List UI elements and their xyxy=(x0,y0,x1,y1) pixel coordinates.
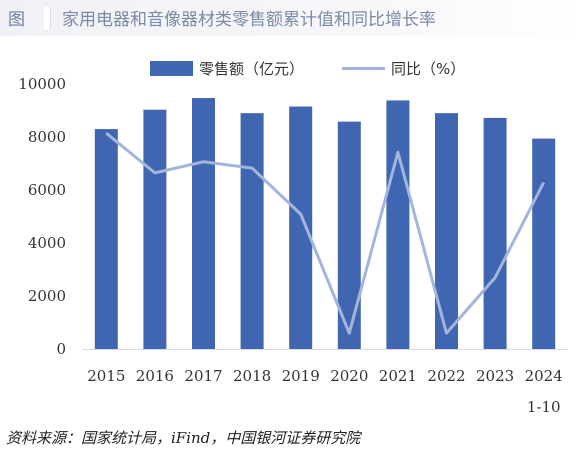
bar xyxy=(483,117,507,349)
chart-legend: 零售额（亿元） 同比（%） xyxy=(150,58,465,79)
x-tick-label: 2022 xyxy=(427,367,465,385)
figure-label: 图 xyxy=(8,10,25,30)
legend-line-label: 同比（%） xyxy=(391,60,466,78)
y-tick-label: 6000 xyxy=(28,181,66,199)
x-tick-label: 2018 xyxy=(233,367,271,385)
title-bar: 图 家用电器和音像器材类零售额累计值和同比增长率 xyxy=(0,0,583,36)
x-tick-label: 2016 xyxy=(136,367,174,385)
y-tick-label: 10000 xyxy=(18,75,66,93)
x-tick-label: 2023 xyxy=(476,367,514,385)
y-tick-label: 2000 xyxy=(28,287,66,305)
bar xyxy=(386,100,410,350)
x-tick-label: 2024 xyxy=(525,367,563,385)
bar xyxy=(94,129,118,349)
bar xyxy=(240,113,264,350)
x-category-note: 1-10 xyxy=(527,398,561,416)
bar xyxy=(532,138,556,349)
y-tick-label: 0 xyxy=(56,340,66,358)
y-tick-label: 8000 xyxy=(28,128,66,146)
y-tick-label: 4000 xyxy=(28,234,66,252)
bar xyxy=(337,121,361,349)
legend-line-swatch xyxy=(342,67,386,70)
bar xyxy=(435,113,458,350)
x-tick-label: 2015 xyxy=(87,367,125,385)
x-tick-label: 2020 xyxy=(330,367,368,385)
legend-bar-label: 零售额（亿元） xyxy=(199,60,305,78)
chart-title: 家用电器和音像器材类零售额累计值和同比增长率 xyxy=(62,10,436,30)
x-tick-label: 2019 xyxy=(282,367,320,385)
x-tick-label: 2017 xyxy=(184,367,222,385)
legend-bar-swatch xyxy=(150,61,193,76)
title-divider xyxy=(44,7,51,29)
source-note: 资料来源：国家统计局，iFind，中国银河证券研究院 xyxy=(6,429,361,447)
bar xyxy=(192,98,215,349)
bar xyxy=(143,109,167,349)
x-tick-label: 2021 xyxy=(379,367,417,385)
bar xyxy=(289,106,313,350)
yoy-line xyxy=(105,132,546,335)
